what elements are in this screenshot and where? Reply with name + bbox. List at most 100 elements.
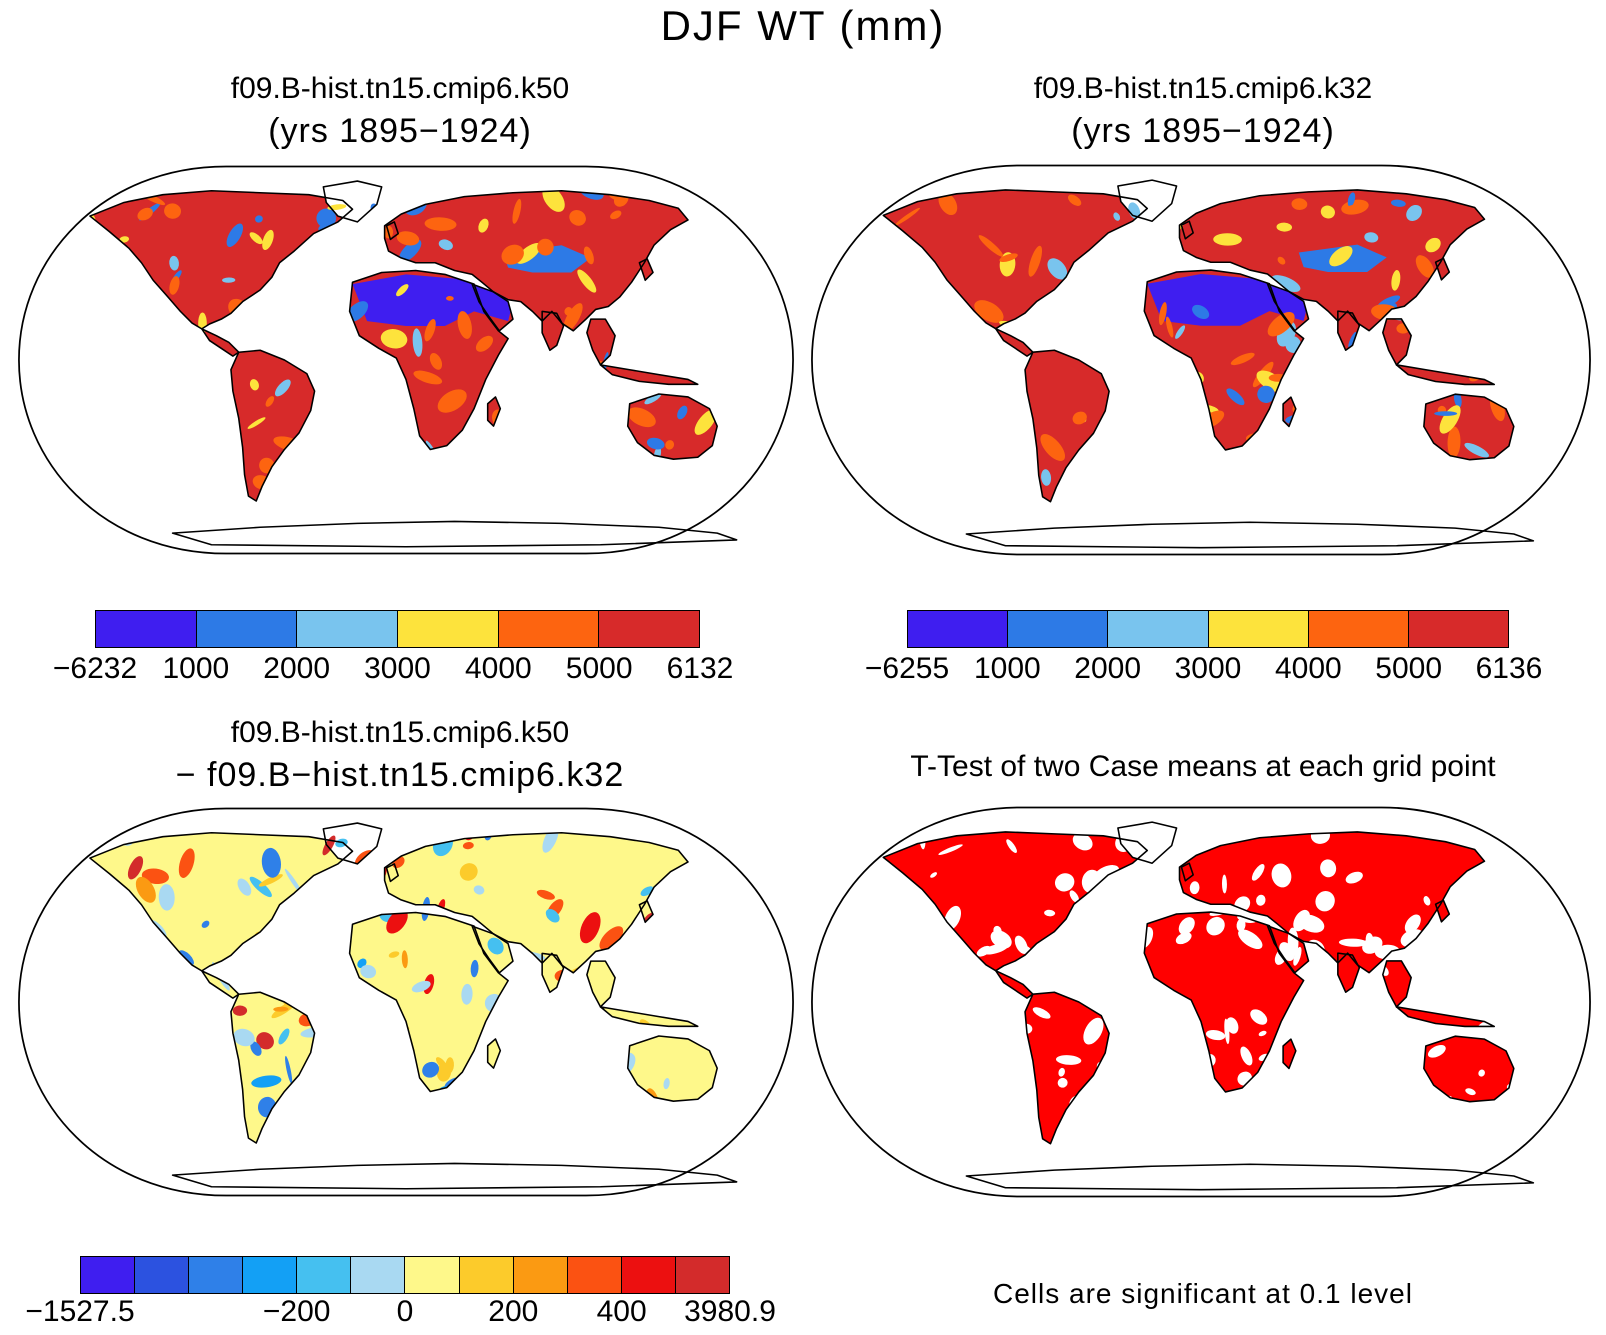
field-cell — [579, 912, 601, 944]
field-cell — [1113, 212, 1121, 221]
field-cell — [1165, 316, 1174, 338]
field-cell — [72, 454, 90, 472]
coastline-india — [1337, 952, 1361, 994]
map-boundary — [18, 165, 794, 555]
field-cell — [663, 1078, 670, 1090]
field-cell — [1436, 920, 1461, 939]
field-cell — [457, 311, 472, 339]
colorbar-panel-2-labels: −6255 1000 2000 3000 4000 5000 6136 — [865, 652, 1543, 692]
field-cell — [1258, 1030, 1267, 1037]
field-cell — [627, 407, 656, 428]
field-cell — [724, 913, 736, 923]
field-cell — [262, 229, 274, 251]
field-cell — [958, 1077, 966, 1097]
colorbar-panel-1 — [95, 610, 700, 648]
field-cell — [1293, 946, 1302, 966]
field-cell — [178, 452, 193, 468]
field-cell — [1236, 918, 1246, 932]
field-cell — [140, 942, 159, 974]
field-cell — [358, 889, 377, 899]
field-cell — [1274, 948, 1287, 965]
colorbar-panel-2 — [907, 610, 1509, 648]
field-cell — [593, 375, 608, 388]
field-cell — [918, 297, 934, 316]
colorbar-label: −200 — [262, 1295, 331, 1328]
field-cell — [120, 835, 128, 845]
coastline-madagascar — [486, 1038, 502, 1069]
colorbar-label: 5000 — [1375, 652, 1443, 685]
field-cell — [1221, 874, 1227, 894]
field-cell — [1256, 894, 1266, 906]
field-cell — [971, 437, 981, 448]
field-cell — [1224, 1018, 1230, 1045]
field-cell — [924, 959, 935, 978]
field-cell — [360, 964, 377, 979]
field-cell — [651, 952, 672, 974]
field-cell — [1365, 932, 1374, 949]
field-cell — [587, 1070, 606, 1083]
coastline-arabia — [471, 925, 514, 974]
map-boundary — [18, 807, 794, 1197]
field-cell — [1391, 1114, 1406, 1131]
field-cell — [1091, 257, 1107, 274]
field-cell — [601, 455, 617, 483]
field-cell — [1132, 1077, 1149, 1086]
field-cell — [1276, 222, 1293, 232]
field-cell — [1124, 1071, 1139, 1090]
field-cell — [237, 878, 252, 896]
field-cell — [692, 999, 710, 1022]
coastline-africa — [1143, 911, 1305, 1093]
field-cell — [1147, 998, 1170, 1017]
field-cell — [1478, 1069, 1485, 1077]
field-cell — [1132, 439, 1142, 451]
coastline-se-asia — [586, 960, 616, 1008]
coastline-uk — [385, 863, 399, 883]
field-cell — [1101, 1107, 1127, 1115]
field-cell — [688, 874, 702, 886]
field-cell — [1296, 1082, 1316, 1105]
field-cell — [1065, 280, 1097, 295]
colorbar-box — [398, 611, 499, 647]
field-cell — [1476, 237, 1505, 252]
field-cell — [1509, 1121, 1522, 1128]
field-cell — [1032, 1007, 1051, 1019]
field-cell — [723, 903, 737, 921]
field-cell — [952, 314, 972, 333]
colorbar-label: 400 — [596, 1295, 647, 1328]
field-cell — [156, 1018, 167, 1027]
field-cell — [709, 335, 729, 360]
field-cell — [1444, 937, 1462, 959]
coastline-india — [541, 310, 565, 352]
coastline-japan — [1434, 257, 1451, 281]
field-cell — [621, 305, 630, 321]
field-cell — [1342, 1068, 1357, 1086]
field-cell — [501, 244, 524, 265]
field-cell — [652, 971, 662, 981]
field-cell — [930, 872, 938, 878]
field-cell — [1205, 1029, 1226, 1041]
coastline-south-america — [1024, 349, 1110, 503]
field-cell — [358, 888, 373, 908]
field-cell — [164, 203, 182, 219]
field-cell — [1226, 388, 1245, 406]
colorbar-box — [567, 1257, 622, 1293]
field-cell — [249, 379, 259, 391]
field-cell — [905, 931, 934, 947]
coastline-africa — [1143, 269, 1305, 451]
field-cell — [1361, 348, 1379, 363]
field-cell — [956, 1018, 964, 1040]
field-cell — [1348, 331, 1357, 348]
colorbar-box — [96, 611, 197, 647]
coastline-australia — [626, 393, 718, 460]
field-cell — [967, 1122, 988, 1132]
field-cell — [273, 1006, 289, 1012]
field-cell — [628, 973, 637, 985]
field-cell — [1293, 1097, 1299, 1105]
field-cell — [375, 1082, 384, 1089]
field-cell — [170, 1073, 184, 1085]
field-cell — [551, 992, 562, 1008]
field-cell — [1271, 863, 1292, 888]
field-cell — [653, 1119, 685, 1126]
field-cell — [640, 886, 654, 897]
coastline-central-america — [994, 969, 1034, 999]
